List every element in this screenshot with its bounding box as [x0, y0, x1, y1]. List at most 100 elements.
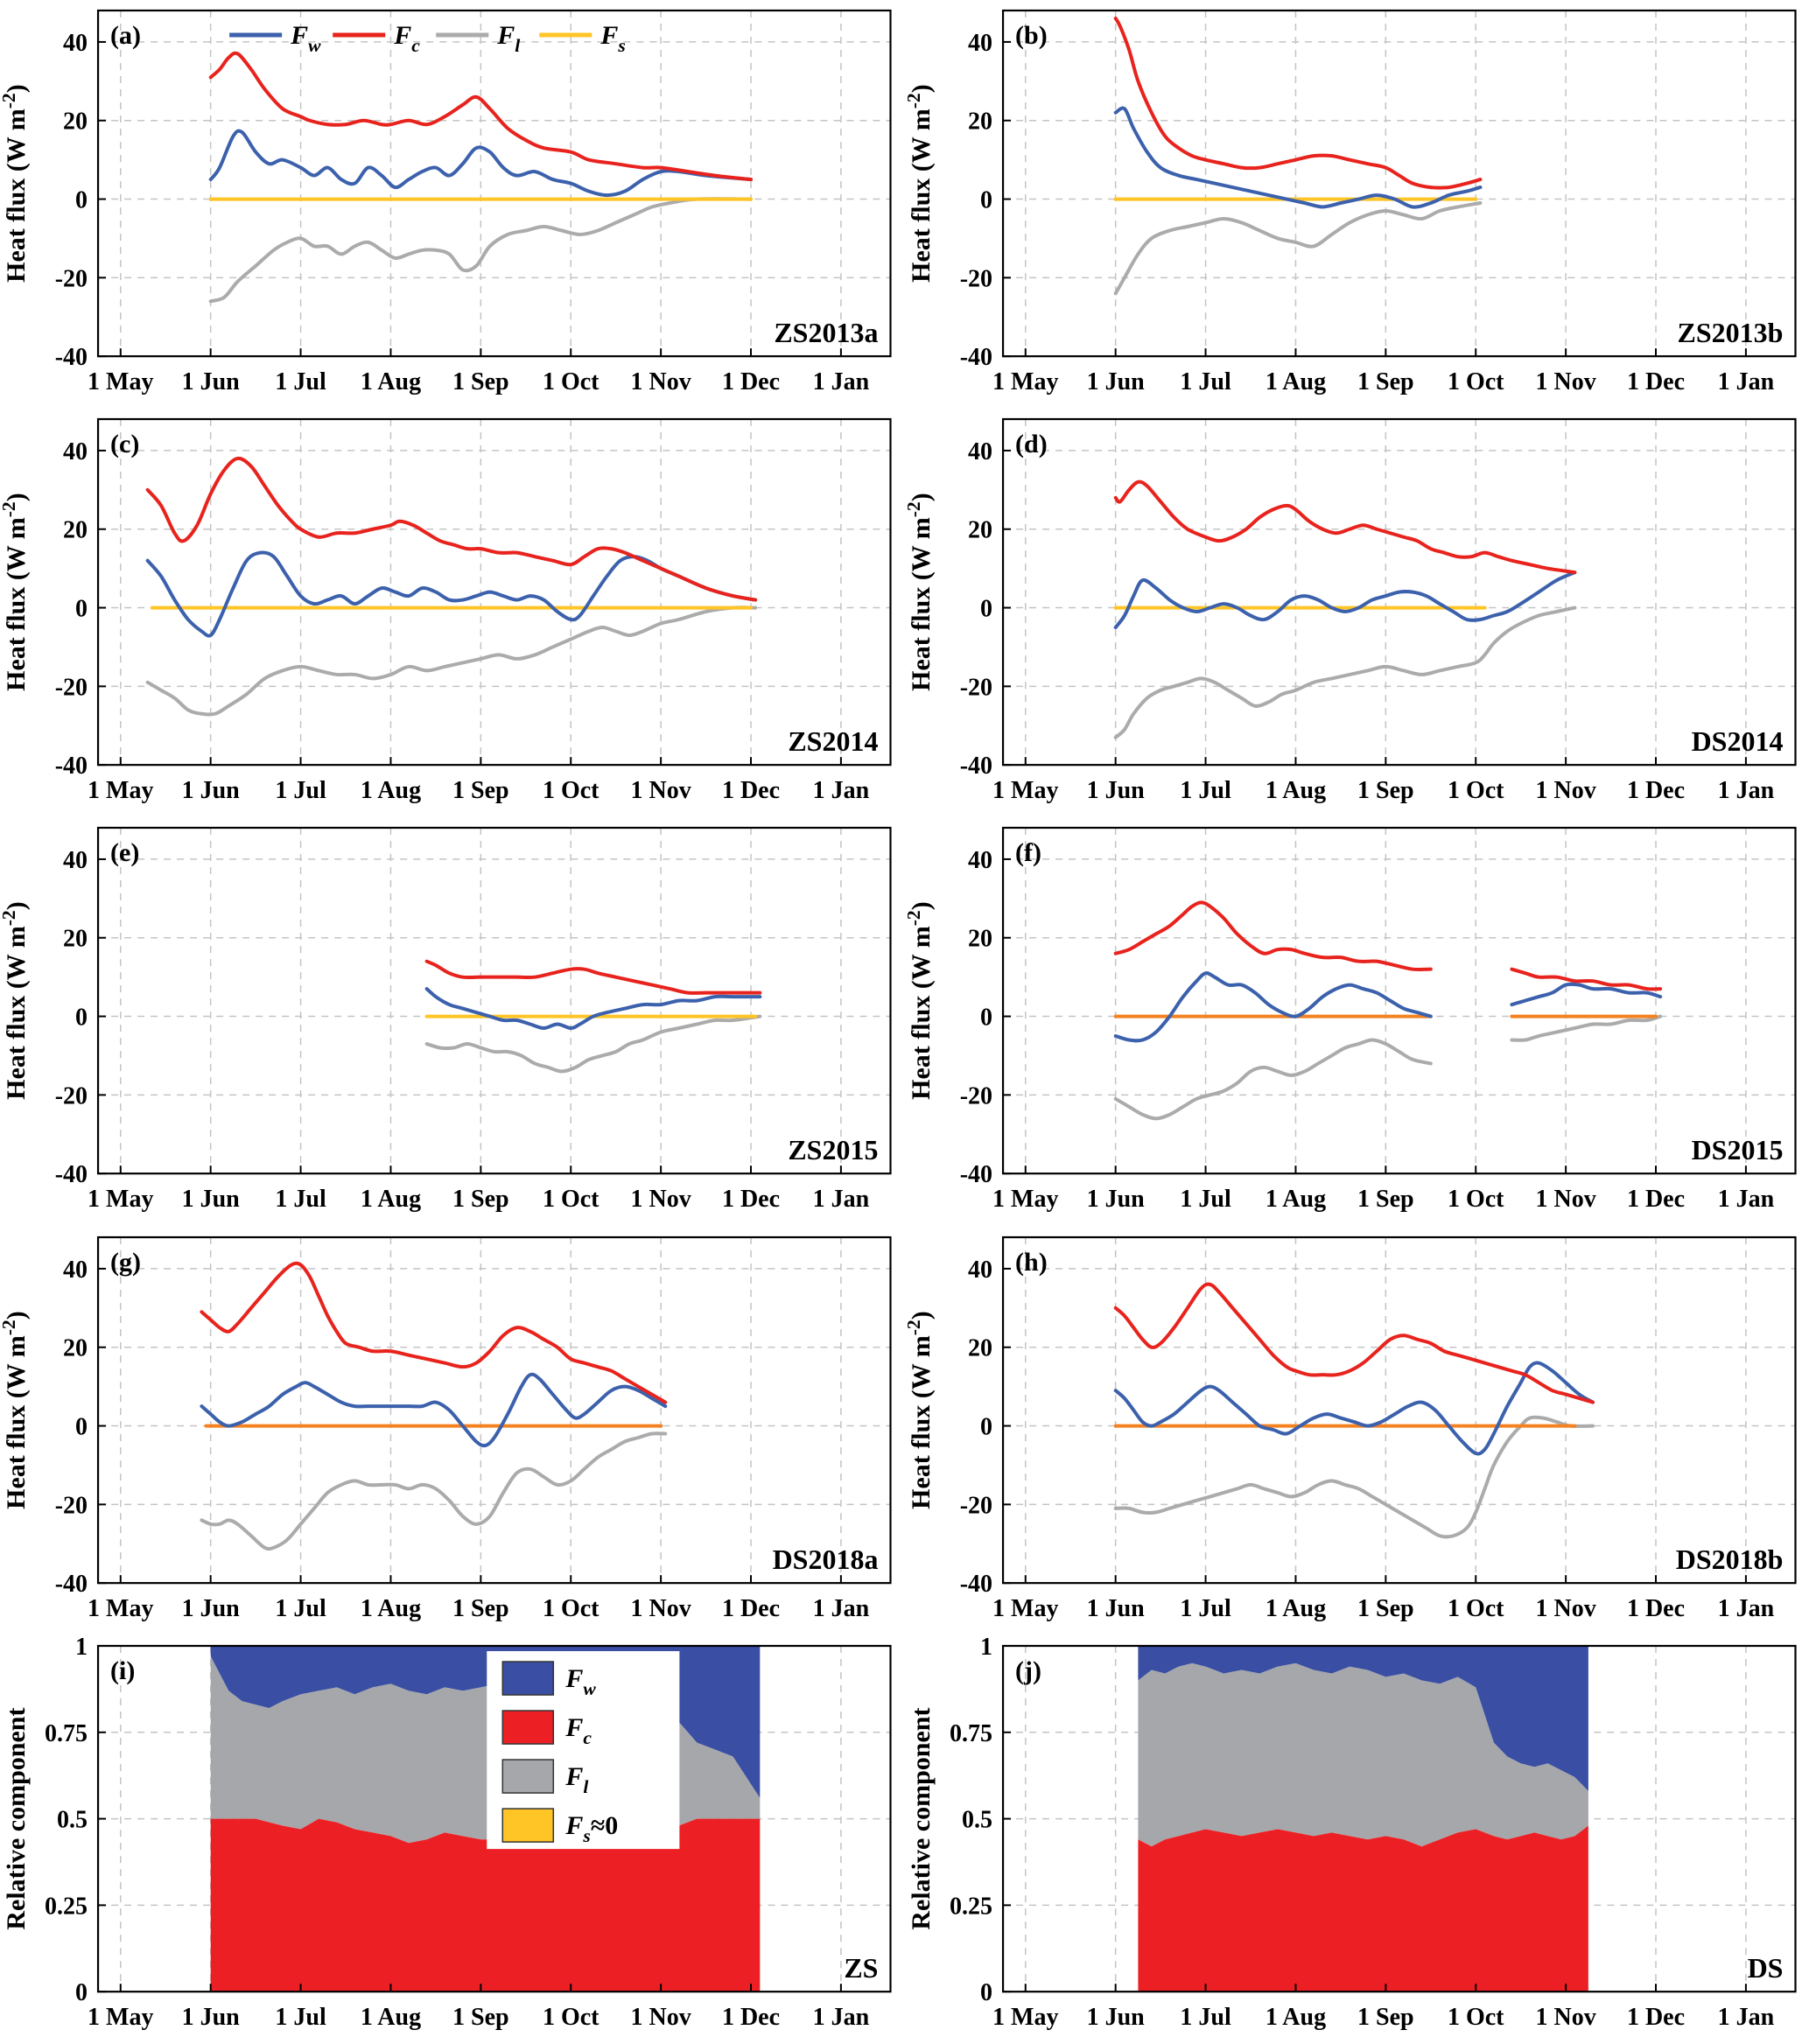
- x-tick-label: 1 Jan: [1717, 777, 1774, 804]
- series-fl-line: [200, 1431, 668, 1550]
- x-tick-label: 1 Nov: [1535, 1186, 1595, 1214]
- x-axis-labels: 1 May 1 Jun 1 Jul 1 Aug 1 Sep 1 Oct 1 Nov 1 Dec…: [88, 777, 870, 804]
- y-tick-label: 40: [968, 1256, 992, 1284]
- series-fc-line: [1113, 900, 1433, 972]
- chart-d: 1 May 1 Jun 1 Jul 1 Aug 1 Sep 1 Oct 1 Nov 1 Dec…: [905, 418, 1797, 804]
- x-axis-labels: 1 May 1 Jun 1 Jul 1 Aug 1 Sep 1 Oct 1 Nov 1 Dec…: [88, 368, 870, 396]
- x-tick-label: 1 May: [88, 1595, 153, 1622]
- x-axis-labels: 1 May 1 Jun 1 Jul 1 Aug 1 Sep 1 Oct 1 Nov 1 Dec…: [88, 1595, 870, 1622]
- panel-letter: (g): [110, 1248, 141, 1277]
- y-tick-label: 40: [63, 438, 88, 466]
- dataset-label: DS2018b: [1675, 1544, 1783, 1575]
- chart-g: 1 May 1 Jun 1 Jul 1 Aug 1 Sep 1 Oct 1 Nov 1 Dec…: [0, 1236, 892, 1622]
- x-tick-label: 1 Jul: [1180, 1595, 1231, 1622]
- x-tick-label: 1 Dec: [1626, 777, 1684, 804]
- x-tick-label: 1 Jan: [813, 777, 870, 804]
- y-axis-labels: -40 -20 0 20 40: [55, 847, 88, 1188]
- x-tick-label: 1 Aug: [361, 368, 421, 396]
- y-tick-label: 20: [63, 108, 88, 136]
- x-tick-label: 1 Aug: [1265, 777, 1325, 804]
- panel-a: 1 May 1 Jun 1 Jul 1 Aug 1 Sep 1 Oct 1 Nov 1 Dec…: [0, 0, 905, 409]
- series-fw-line: [145, 550, 758, 638]
- panel-letter: (h): [1015, 1248, 1048, 1277]
- y-tick-label: 40: [968, 438, 992, 466]
- x-tick-label: 1 Jun: [1086, 2004, 1145, 2031]
- x-tick-label: 1 Nov: [631, 777, 691, 804]
- x-axis-labels: 1 May 1 Jun 1 Jul 1 Aug 1 Sep 1 Oct 1 Nov 1 Dec…: [992, 1186, 1775, 1214]
- x-tick-label: 1 Sep: [1357, 1595, 1414, 1622]
- series-fc-line: [1113, 17, 1482, 190]
- x-tick-label: 1 May: [88, 777, 153, 804]
- y-tick-label: 0: [980, 1979, 992, 2006]
- y-axis-title: Relative component: [907, 1707, 936, 1929]
- series-fc-line: [208, 51, 754, 182]
- series-fl-line: [1113, 1038, 1433, 1121]
- series-fw-line: [208, 129, 754, 198]
- dataset-label: ZS2014: [788, 725, 878, 757]
- panel-d: 1 May 1 Jun 1 Jul 1 Aug 1 Sep 1 Oct 1 Nov 1 Dec…: [905, 409, 1809, 817]
- panel-letter: (a): [110, 21, 141, 50]
- y-tick-label: 0.25: [950, 1893, 992, 1920]
- x-tick-label: 1 Aug: [361, 777, 421, 804]
- series-group: [200, 1261, 668, 1550]
- legend-area-swatch: [501, 1661, 555, 1696]
- axis-ticks: [1002, 858, 1747, 1175]
- series-fw-line: [424, 987, 762, 1031]
- y-axis-title: Relative component: [2, 1707, 31, 1929]
- legend-line-label: Fs: [599, 21, 625, 56]
- x-tick-label: 1 Dec: [1626, 2004, 1684, 2031]
- x-tick-label: 1 Nov: [631, 368, 691, 396]
- y-tick-label: -20: [55, 1083, 88, 1110]
- panel-f: 1 May 1 Jun 1 Jul 1 Aug 1 Sep 1 Oct 1 Nov 1 Dec…: [905, 817, 1809, 1226]
- plot-border: [1001, 418, 1797, 766]
- x-axis-labels: 1 May 1 Jun 1 Jul 1 Aug 1 Sep 1 Oct 1 Nov 1 Dec…: [992, 2004, 1775, 2031]
- x-tick-label: 1 May: [992, 368, 1058, 396]
- x-tick-label: 1 Sep: [452, 777, 509, 804]
- y-tick-label: 20: [968, 926, 992, 953]
- axis-ticks: [98, 40, 842, 358]
- y-tick-label: -20: [55, 675, 88, 702]
- axis-ticks: [98, 1644, 842, 1992]
- x-tick-label: 1 Oct: [543, 368, 599, 396]
- dataset-label: ZS2013b: [1677, 317, 1783, 348]
- x-tick-label: 1 May: [88, 2004, 153, 2031]
- y-tick-label: -40: [55, 1162, 88, 1189]
- x-tick-label: 1 Jul: [1180, 368, 1231, 396]
- series-fw-line: [1113, 1361, 1595, 1456]
- chart-e: 1 May 1 Jun 1 Jul 1 Aug 1 Sep 1 Oct 1 Nov 1 Dec…: [0, 827, 892, 1214]
- x-axis-labels: 1 May 1 Jun 1 Jul 1 Aug 1 Sep 1 Oct 1 Nov 1 Dec…: [88, 1186, 870, 1214]
- x-tick-label: 1 Dec: [1626, 1186, 1684, 1214]
- y-axis-title: Heat flux (W m-2): [0, 84, 31, 283]
- x-tick-label: 1 Jul: [275, 1595, 326, 1622]
- y-tick-label: -40: [959, 1571, 992, 1598]
- series-fw-line: [1113, 570, 1576, 630]
- x-axis-labels: 1 May 1 Jun 1 Jul 1 Aug 1 Sep 1 Oct 1 Nov 1 Dec…: [992, 1595, 1775, 1622]
- x-tick-label: 1 Oct: [543, 2004, 599, 2031]
- y-axis-labels: -40 -20 0 20 40: [55, 30, 88, 371]
- y-tick-label: 0.5: [57, 1806, 88, 1833]
- y-tick-label: 0: [75, 1413, 88, 1440]
- x-tick-label: 1 Oct: [1447, 777, 1504, 804]
- series-group: [1113, 1282, 1595, 1538]
- dataset-label: DS: [1747, 1952, 1783, 1984]
- x-tick-label: 1 Jan: [813, 1595, 870, 1622]
- x-tick-label: 1 Nov: [631, 1595, 691, 1622]
- legend-area-label: Fc: [564, 1713, 592, 1748]
- legend-areas: Fw Fc Fl Fs≈0: [487, 1650, 680, 1849]
- panel-g: 1 May 1 Jun 1 Jul 1 Aug 1 Sep 1 Oct 1 Nov 1 Dec…: [0, 1227, 905, 1635]
- y-tick-label: 40: [63, 30, 88, 57]
- x-axis-labels: 1 May 1 Jun 1 Jul 1 Aug 1 Sep 1 Oct 1 Nov 1 Dec…: [992, 368, 1775, 396]
- legend-area-swatch: [501, 1759, 555, 1794]
- x-tick-label: 1 May: [88, 368, 153, 396]
- y-tick-label: -40: [55, 752, 88, 780]
- y-tick-label: 20: [63, 517, 88, 544]
- y-tick-label: 40: [63, 1256, 88, 1284]
- x-tick-label: 1 Dec: [722, 2004, 780, 2031]
- series-fl-line: [424, 1014, 762, 1074]
- y-tick-label: -40: [959, 344, 992, 371]
- legend-line-label: Fw: [290, 21, 321, 56]
- x-tick-label: 1 Dec: [722, 1595, 780, 1622]
- x-tick-label: 1 Sep: [452, 1186, 509, 1214]
- y-tick-label: 0: [75, 1004, 88, 1032]
- y-tick-label: -20: [959, 675, 992, 702]
